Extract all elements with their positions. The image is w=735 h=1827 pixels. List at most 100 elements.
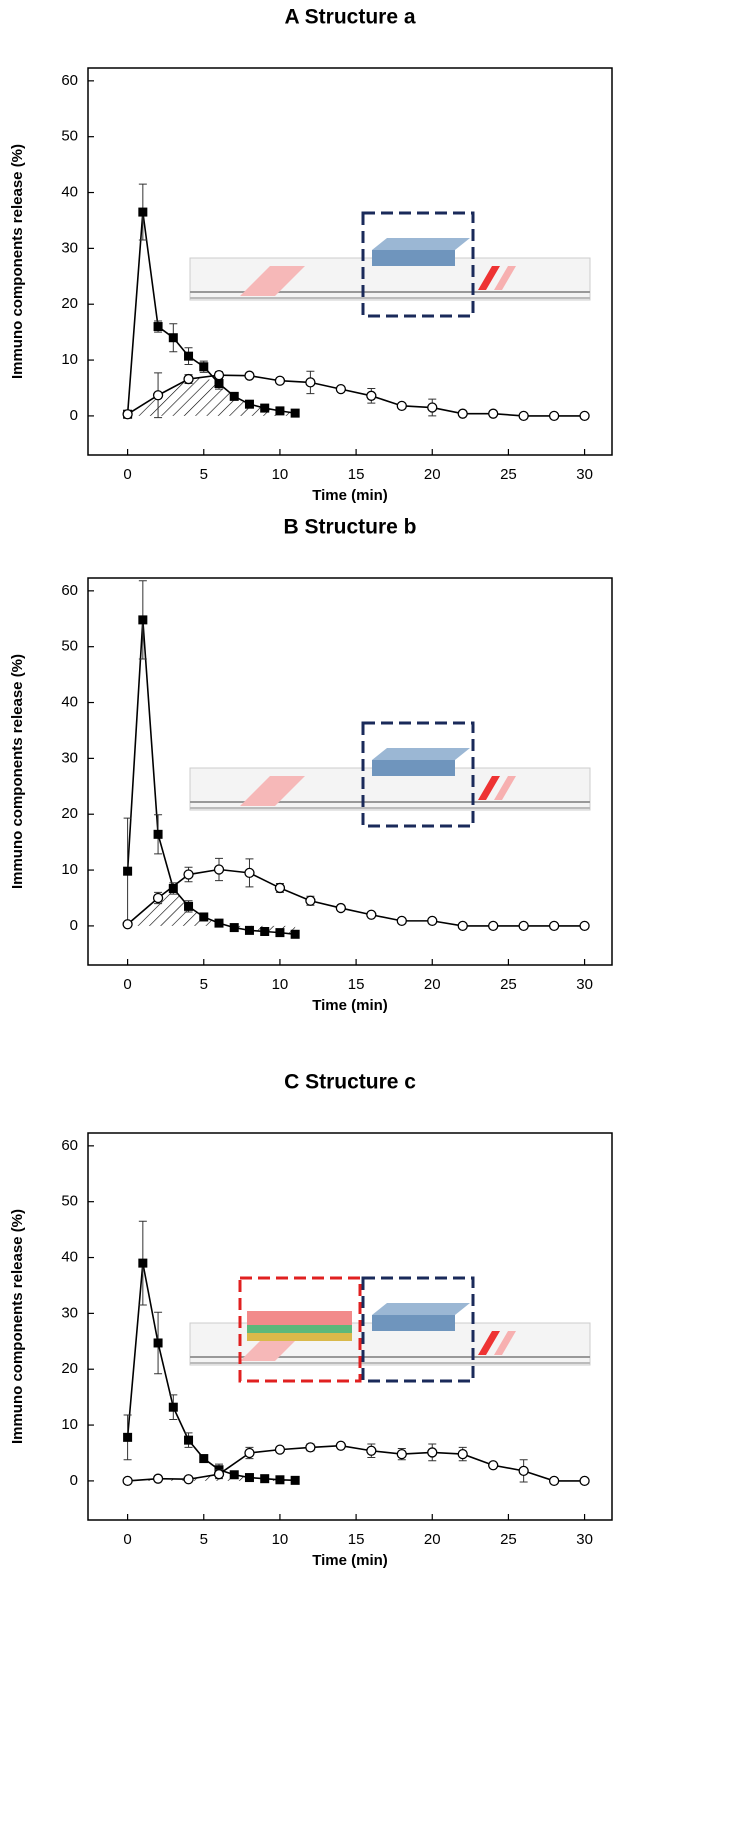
marker — [305, 895, 316, 906]
marker — [123, 866, 133, 876]
marker — [305, 377, 316, 388]
marker — [260, 1474, 270, 1484]
y-tick-label: 30 — [61, 239, 78, 256]
red-box — [238, 1276, 362, 1383]
marker — [548, 410, 560, 422]
x-tick-label: 15 — [348, 466, 365, 483]
marker — [152, 390, 164, 401]
marker — [275, 928, 285, 938]
marker — [260, 926, 270, 936]
test-line — [478, 266, 500, 290]
y-tick-label: 30 — [61, 749, 78, 766]
marker — [274, 375, 286, 386]
y-tick-label: 60 — [61, 1137, 78, 1154]
x-axis-label: Time (min) — [312, 997, 388, 1014]
x-tick-label: 20 — [424, 976, 441, 993]
marker — [579, 920, 590, 932]
pad-blue — [372, 238, 470, 250]
marker — [396, 915, 407, 927]
marker — [335, 902, 347, 914]
pad-blue — [372, 1303, 470, 1315]
x-axis-label: Time (min) — [312, 487, 388, 504]
marker — [335, 383, 347, 395]
marker — [229, 391, 239, 401]
marker — [229, 1470, 239, 1480]
chart: C Structure c Time (min) Immuno components… — [9, 1071, 613, 1569]
marker — [229, 923, 239, 933]
marker — [214, 918, 224, 928]
marker — [290, 408, 300, 418]
marker — [579, 410, 590, 422]
series-line — [127, 868, 585, 927]
marker — [488, 920, 499, 932]
marker — [152, 892, 164, 904]
marker — [153, 829, 163, 839]
marker — [457, 920, 468, 932]
marker — [183, 869, 194, 880]
test-line — [478, 1331, 500, 1355]
x-tick-label: 20 — [424, 466, 441, 483]
marker — [138, 207, 148, 217]
y-axis-label: Immuno components release (%) — [9, 144, 26, 379]
marker — [457, 1448, 468, 1460]
marker — [488, 1460, 499, 1471]
x-tick-label: 15 — [348, 976, 365, 993]
pink-pad — [195, 266, 305, 296]
marker — [244, 370, 255, 381]
x-tick-label: 0 — [123, 466, 131, 483]
x-tick-label: 15 — [348, 1531, 365, 1548]
x-tick-label: 25 — [500, 466, 517, 483]
marker — [366, 1445, 377, 1456]
marker — [138, 615, 148, 625]
marker — [366, 909, 377, 920]
marker — [457, 408, 468, 419]
y-tick-label: 30 — [61, 1304, 78, 1321]
y-tick-label: 20 — [61, 805, 78, 822]
x-tick-label: 25 — [500, 1531, 517, 1548]
y-tick-label: 50 — [61, 128, 78, 145]
marker — [199, 1454, 209, 1464]
marker — [184, 351, 194, 361]
plot-frame — [87, 1132, 613, 1521]
marker — [275, 1475, 285, 1485]
marker — [518, 410, 529, 422]
x-tick-label: 30 — [576, 976, 593, 993]
marker — [244, 925, 254, 935]
marker — [290, 929, 300, 939]
series-line — [127, 1444, 585, 1482]
blue-box — [361, 721, 475, 828]
x-tick-label: 5 — [200, 1531, 208, 1548]
y-tick-label: 50 — [61, 1193, 78, 1210]
marker — [260, 403, 270, 413]
blue-box — [361, 211, 475, 318]
marker — [213, 1469, 225, 1480]
overlap-area — [127, 377, 296, 416]
marker — [213, 864, 225, 875]
marker — [199, 912, 209, 922]
pad-blue — [372, 748, 470, 760]
x-tick-label: 30 — [576, 466, 593, 483]
x-tick-label: 30 — [576, 1531, 593, 1548]
marker — [122, 409, 133, 420]
plot-frame — [87, 577, 613, 966]
y-tick-label: 10 — [61, 861, 78, 878]
marker — [183, 373, 194, 385]
chart: B Structure b Time (min) Immuno components… — [9, 516, 613, 1014]
control-line — [494, 1331, 516, 1355]
marker — [168, 1402, 178, 1412]
y-tick-label: 60 — [61, 582, 78, 599]
y-tick-label: 40 — [61, 1249, 78, 1266]
chart: A Structure a Time (min) Immuno components… — [9, 6, 613, 504]
y-tick-label: 10 — [61, 1416, 78, 1433]
marker — [488, 408, 499, 419]
marker — [275, 406, 285, 416]
pink-pad — [195, 776, 305, 806]
y-axis-label: Immuno components release (%) — [9, 654, 26, 889]
pad-blue-front — [372, 1315, 455, 1331]
marker — [244, 867, 255, 879]
chart-title: A Structure a — [284, 6, 415, 29]
marker — [214, 379, 224, 389]
plot-frame — [87, 67, 613, 456]
x-tick-label: 5 — [200, 976, 208, 993]
